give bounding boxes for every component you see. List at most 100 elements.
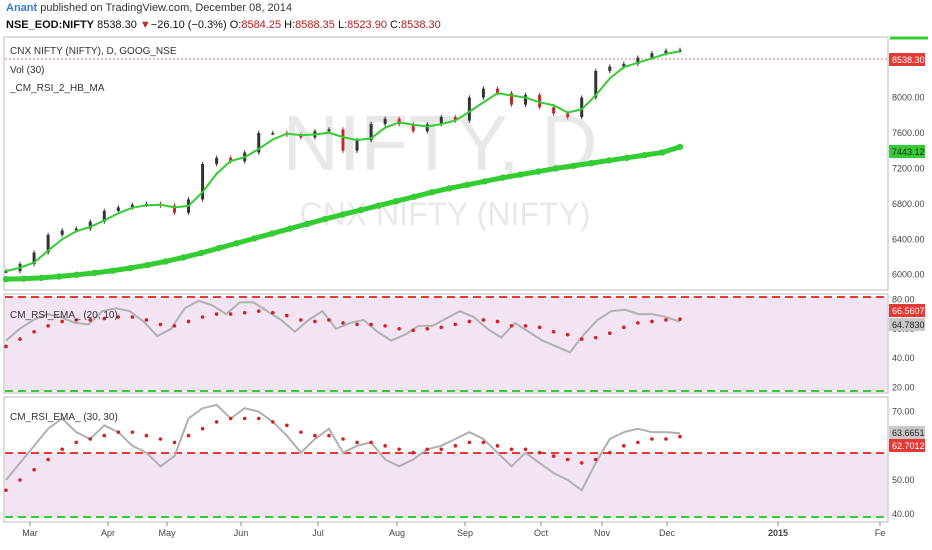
low-value: 8523.90 — [347, 19, 387, 31]
rsi1-ema-point — [425, 327, 430, 331]
rsi2-ema-point — [144, 433, 149, 438]
main-legend-indicator[interactable]: _CM_RSI_2_HB_MA — [9, 83, 105, 94]
time-axis-label: 2015 — [768, 528, 788, 538]
price-series — [2, 47, 684, 283]
rsi1-ema-point — [256, 309, 261, 313]
rsi1-ema-point — [495, 319, 500, 324]
rsi1-ema-point — [46, 324, 50, 328]
main-legend-title[interactable]: CNX NIFTY (NIFTY), D, GOOG_NSE — [10, 46, 177, 57]
rsi2-ema-point — [537, 450, 542, 455]
rsi2-ema-point — [439, 447, 444, 452]
rsi1-ema-point — [228, 312, 233, 316]
candle-body — [355, 140, 359, 151]
rsi2-band — [5, 453, 887, 517]
rsi2-ema-point — [242, 416, 247, 421]
rsi1-ema-point — [537, 325, 542, 330]
publish-info: Anant published on TradingView.com, Dece… — [6, 2, 292, 14]
open-value: 8584.25 — [241, 19, 282, 31]
rsi2-legend[interactable]: CM_RSI_EMA_ (30, 30) — [10, 412, 118, 423]
rsi1-axis-tick: 40.00 — [892, 353, 915, 363]
author-link[interactable]: Anant — [6, 2, 38, 14]
price-change: −26.10 (−0.3%) — [150, 19, 227, 31]
price-axis-tick: 6800.00 — [892, 199, 925, 209]
rsi1-band — [5, 297, 887, 391]
rsi2-ema-point — [228, 416, 233, 421]
rsi1-ema-point — [593, 335, 598, 340]
rsi1-ema-point — [397, 327, 401, 331]
ma-price-tag — [889, 145, 925, 158]
rsi1-ema-point — [172, 324, 177, 328]
rsi2-ema-point — [551, 454, 556, 458]
candle-body — [116, 207, 120, 211]
rsi2-ema-point — [341, 437, 345, 441]
symbol-label: NSE_EOD:NIFTY — [6, 19, 95, 31]
rsi2-ema-point — [130, 430, 135, 434]
rsi1-rsi-tag — [889, 318, 925, 331]
rsi2-ema-point — [313, 433, 317, 438]
rsi2-axis-tick: 40.00 — [892, 509, 915, 519]
rsi1-ema-point — [116, 315, 121, 319]
rsi2-ema-point — [200, 426, 205, 431]
time-axis-label: May — [158, 528, 176, 538]
time-axis-label: Apr — [101, 528, 115, 538]
rsi1-ema-point — [453, 322, 458, 327]
price-axis-tick: 7200.00 — [892, 163, 925, 173]
rsi2-ema-point — [4, 488, 8, 493]
candle-body — [678, 49, 682, 52]
rsi2-ema-point — [481, 440, 486, 445]
rsi2-ema-point — [495, 444, 500, 448]
rsi1-ema-point — [74, 318, 79, 322]
rsi2-ema-point — [425, 447, 430, 452]
rsi1-ema-point — [270, 310, 275, 315]
slow-ma-line — [5, 144, 681, 282]
rsi1-ema-point — [88, 318, 93, 322]
rsi1-ema-point — [102, 316, 107, 321]
rsi2-ema-point — [60, 447, 64, 452]
rsi1-rsi-line — [5, 299, 681, 354]
candle-body — [622, 63, 626, 67]
rsi2-ema-point — [565, 457, 570, 462]
rsi1-ema-tag-text: 66.5607 — [892, 306, 925, 316]
rsi1-axis-tick: 80.00 — [892, 294, 915, 304]
rsi2-ema-tag-text: 62.7012 — [892, 441, 925, 451]
candle-body — [271, 133, 275, 135]
price-pane[interactable] — [3, 36, 889, 291]
rsi2-ema-point — [579, 461, 584, 465]
candle-body — [229, 157, 233, 162]
rsi1-ema-point — [411, 328, 416, 333]
rsi2-ema-point — [270, 420, 275, 424]
rsi2-ema-point — [327, 433, 331, 438]
candle-body — [608, 66, 612, 71]
rsi2-ema-point — [453, 444, 458, 448]
rsi2-ema-tag — [889, 439, 925, 452]
rsi1-ema-point — [439, 325, 444, 330]
candle-body — [215, 157, 219, 164]
rsi2-ema-point — [102, 433, 107, 438]
rsi1-ema-point — [32, 329, 36, 334]
candle-body — [510, 93, 513, 105]
rsi1-ema-point — [60, 319, 64, 324]
watermark-symbol: NIFTY, D — [283, 99, 598, 187]
candle-body — [383, 118, 387, 125]
rsi1-ema-point — [200, 315, 205, 319]
rsi2-ema-point — [32, 467, 36, 472]
price-axis-tick: 6400.00 — [892, 234, 925, 244]
rsi2-ema-point — [607, 450, 612, 455]
candle-body — [130, 204, 134, 208]
candle-body — [467, 97, 471, 121]
rsi1-ema-point — [369, 322, 373, 327]
rsi1-ema-point — [565, 332, 570, 337]
candle-body — [201, 164, 205, 200]
rsi2-series — [4, 403, 682, 493]
rsi1-ema-point — [242, 310, 247, 315]
rsi1-legend[interactable]: CM_RSI_EMA_ (20, 10) — [10, 310, 118, 321]
candle-body — [60, 230, 64, 235]
rsi1-ema-point — [299, 318, 303, 322]
rsi1-ema-point — [607, 331, 612, 336]
candle-body — [32, 252, 36, 265]
rsi2-ema-point — [172, 440, 177, 445]
rsi1-ema-point — [579, 337, 584, 341]
candle-body — [4, 271, 8, 273]
main-legend-volume[interactable]: Vol (30) — [10, 65, 44, 76]
